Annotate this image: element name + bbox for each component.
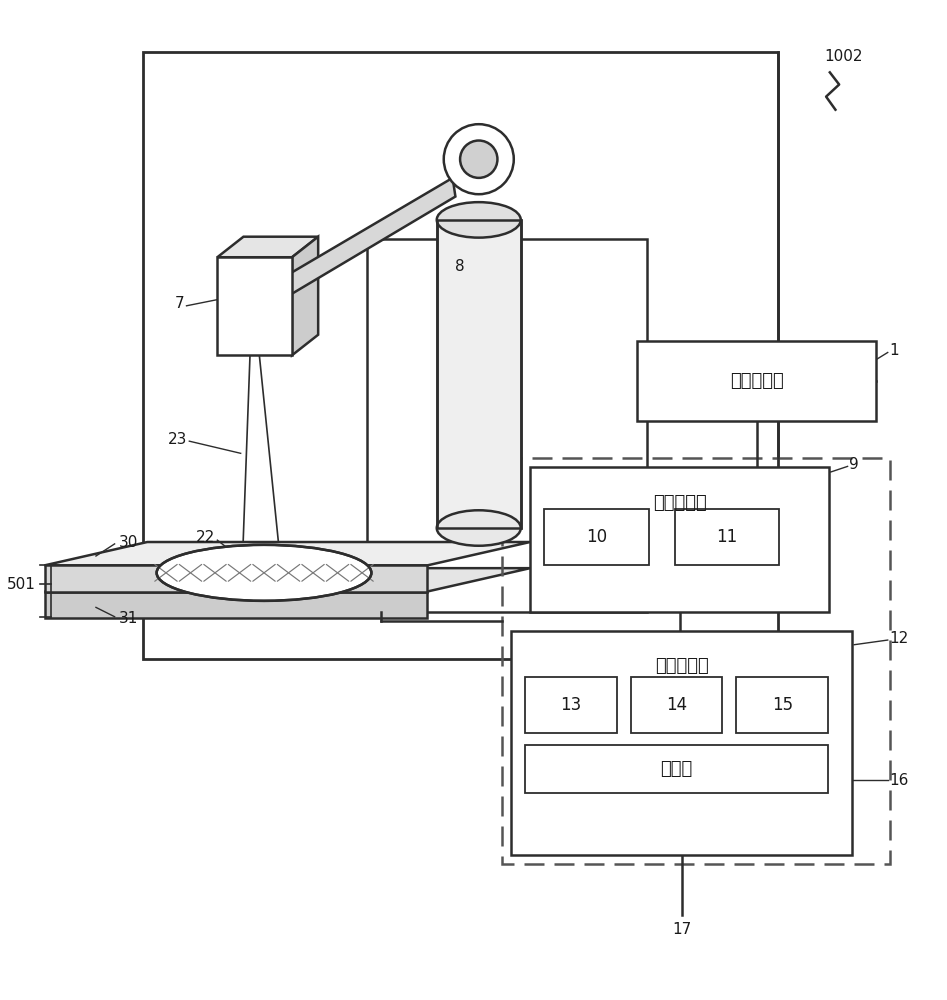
Ellipse shape: [437, 510, 521, 546]
Text: 显示部: 显示部: [661, 760, 693, 778]
Text: 7: 7: [175, 296, 185, 311]
Bar: [511, 631, 852, 855]
Polygon shape: [292, 237, 318, 355]
Polygon shape: [45, 568, 530, 592]
Text: 11: 11: [717, 528, 738, 546]
Text: 8: 8: [456, 259, 465, 274]
Polygon shape: [45, 542, 530, 565]
Polygon shape: [217, 237, 318, 257]
Text: 12: 12: [889, 631, 909, 646]
Text: 9: 9: [849, 457, 859, 472]
Polygon shape: [45, 565, 427, 592]
Bar: [637, 341, 876, 421]
Text: 17: 17: [672, 922, 691, 937]
Text: 31: 31: [119, 611, 138, 626]
Bar: [526, 677, 616, 733]
Text: 条件设定器: 条件设定器: [655, 657, 708, 675]
Bar: [737, 677, 828, 733]
Ellipse shape: [437, 202, 521, 238]
Bar: [437, 220, 521, 528]
Bar: [143, 52, 777, 659]
Text: 激光振荡器: 激光振荡器: [729, 372, 783, 390]
Ellipse shape: [444, 124, 514, 194]
Text: 22: 22: [196, 530, 216, 545]
Text: 15: 15: [772, 696, 793, 714]
Ellipse shape: [460, 141, 497, 178]
Bar: [675, 509, 779, 565]
Text: 10: 10: [586, 528, 607, 546]
Text: 23: 23: [168, 432, 188, 447]
Bar: [631, 677, 723, 733]
Bar: [366, 239, 647, 612]
Bar: [530, 467, 829, 612]
Text: 14: 14: [666, 696, 688, 714]
Text: 动作控制部: 动作控制部: [652, 494, 706, 512]
Bar: [217, 257, 292, 355]
Text: 1002: 1002: [824, 49, 863, 64]
Bar: [545, 509, 649, 565]
Ellipse shape: [156, 545, 371, 601]
Text: 501: 501: [7, 577, 35, 592]
Polygon shape: [45, 592, 427, 618]
Text: 13: 13: [561, 696, 581, 714]
Text: 1: 1: [889, 343, 900, 358]
Bar: [502, 458, 889, 864]
Text: 30: 30: [119, 535, 138, 550]
Bar: [437, 220, 521, 528]
Text: 16: 16: [889, 773, 909, 788]
Bar: [526, 745, 828, 793]
Polygon shape: [278, 178, 456, 299]
